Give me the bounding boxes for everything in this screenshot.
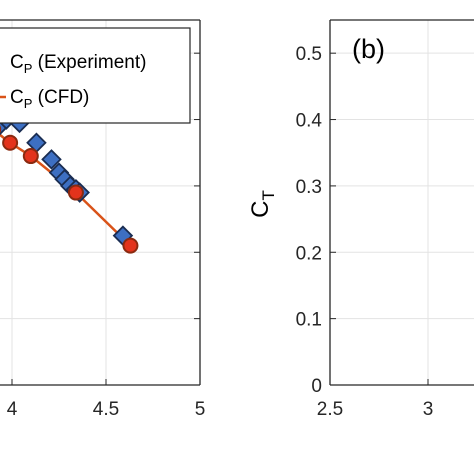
y-tick-label: 0 [311,376,322,397]
y-tick-label: 0.2 [296,243,322,264]
panel-a-series [0,105,139,254]
panel-b: 0 0.1 0.2 0.3 0.4 0.5 2.5 3 (b) CT [247,19,474,420]
y-tick-label: 0.4 [296,111,323,132]
panel-a-legend: CP (Experiment) CP (CFD) [0,27,191,124]
panel-b-ylabel: CT [247,190,278,218]
x-tick-label: 2.5 [317,399,343,420]
panel-a-ticks: 4 4.5 5 [7,52,206,420]
data-point-cfd [67,184,84,201]
x-tick-label: 4.5 [93,399,119,420]
y-tick-label: 0.5 [296,44,322,65]
legend-entry-cfd: CP (CFD) [10,87,89,111]
data-point-cfd [22,148,39,165]
panel-a-axes [0,19,201,386]
legend-box [0,27,191,124]
panel-b-ticks: 0 0.1 0.2 0.3 0.4 0.5 2.5 3 [296,44,434,420]
x-tick-label: 3 [423,399,434,420]
panel-b-grid [330,20,474,385]
x-tick-label: 5 [195,399,206,420]
x-tick-label: 4 [7,399,18,420]
legend-entry-experiment: CP (Experiment) [10,52,146,76]
series-line-cfd [0,133,132,247]
y-tick-label: 0.1 [296,310,322,331]
panel-a: 4 4.5 5 CP (Experiment) CP (CFD) [0,19,206,420]
data-point-experiment [41,149,62,170]
panel-b-axes [329,19,474,386]
data-point-cfd [122,237,139,254]
y-tick-label: 0.3 [296,177,322,198]
data-point-cfd [2,134,19,151]
panel-b-label: (b) [352,34,385,64]
